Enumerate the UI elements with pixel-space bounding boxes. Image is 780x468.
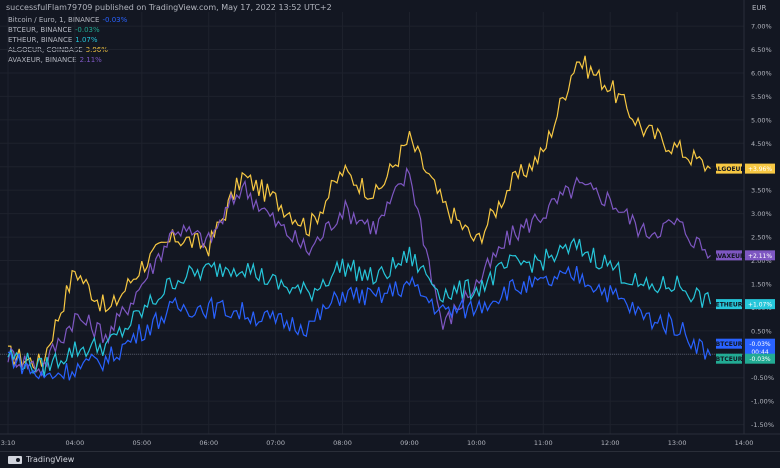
footer-bar: TradingView bbox=[0, 451, 780, 468]
legend-label: BTCEUR, BINANCE bbox=[8, 26, 72, 34]
tradingview-logo-icon bbox=[8, 455, 22, 464]
series-end-label[interactable]: AVAXEUR +2.11% bbox=[713, 250, 775, 261]
x-tick-label: 13:00 bbox=[668, 439, 687, 447]
series-name-tag bbox=[716, 299, 742, 310]
legend-label: ETHEUR, BINANCE bbox=[8, 36, 73, 44]
y-tick-label: 5.00% bbox=[751, 116, 772, 124]
y-tick-label: 7.00% bbox=[751, 23, 772, 31]
series-value-text: +1.07% bbox=[748, 302, 772, 309]
x-tick-label: 3:10 bbox=[1, 439, 16, 447]
y-tick-label: -0.50% bbox=[751, 374, 774, 382]
series-value-tag bbox=[745, 299, 775, 310]
series-line-algoeur bbox=[7, 55, 711, 372]
legend-label: Bitcoin / Euro, 1, BINANCE bbox=[8, 16, 100, 24]
legend-label: AVAXEUR, BINANCE bbox=[8, 56, 77, 64]
y-tick-label: 1.50% bbox=[751, 280, 772, 288]
currency-label: EUR bbox=[752, 4, 767, 12]
tradingview-logo[interactable]: TradingView bbox=[8, 455, 74, 464]
y-tick-label: 5.50% bbox=[751, 93, 772, 101]
y-tick-label: -1.50% bbox=[751, 421, 774, 429]
legend-change: -0.03% bbox=[102, 16, 128, 24]
series-name-text: BTCEUR bbox=[716, 341, 743, 348]
series-value-text: +2.11% bbox=[748, 253, 772, 260]
series-name-text: ETHEUR bbox=[716, 302, 743, 309]
series-value-tag bbox=[745, 338, 775, 357]
series-name-text: BTCEUR bbox=[716, 356, 743, 363]
price-axis-bg bbox=[744, 0, 780, 452]
series-line-btceur bbox=[7, 265, 712, 381]
series-value-tag bbox=[745, 163, 775, 174]
y-tick-label: 2.50% bbox=[751, 234, 772, 242]
series-end-label[interactable]: ALGOEUR +3.96% bbox=[713, 163, 775, 174]
x-tick-label: 04:00 bbox=[66, 439, 85, 447]
legend-row[interactable]: ETHEUR, BINANCE 1.07% bbox=[8, 35, 127, 45]
series-value-tag bbox=[745, 250, 775, 261]
series-line-avaxeur bbox=[7, 166, 711, 377]
x-tick-label: 08:00 bbox=[333, 439, 352, 447]
series-value-tag bbox=[745, 353, 775, 364]
series-end-label[interactable]: BTCEUR -0.03%00:44 bbox=[716, 338, 775, 357]
series-name-tag bbox=[716, 353, 742, 364]
tradingview-brand-text: TradingView bbox=[26, 455, 75, 464]
publish-attribution: successfulFlam79709 published on Trading… bbox=[6, 3, 332, 12]
series-name-tag bbox=[716, 250, 742, 261]
y-tick-label: 0.50% bbox=[751, 327, 772, 335]
series-countdown-text: 00:44 bbox=[751, 349, 768, 356]
legend-row[interactable]: Bitcoin / Euro, 1, BINANCE -0.03% bbox=[8, 15, 127, 25]
y-tick-label: 6.00% bbox=[751, 69, 772, 77]
x-tick-label: 10:00 bbox=[467, 439, 486, 447]
legend-change: 2.11% bbox=[79, 56, 102, 64]
y-tick-label: 3.50% bbox=[751, 187, 772, 195]
series-value-text: +3.96% bbox=[748, 166, 772, 173]
series-end-label[interactable]: BTCEUR -0.03% bbox=[716, 353, 775, 364]
y-tick-label: -1.00% bbox=[751, 398, 774, 406]
series-value-text: -0.03% bbox=[749, 341, 771, 348]
x-tick-label: 05:00 bbox=[132, 439, 151, 447]
x-tick-label: 07:00 bbox=[266, 439, 285, 447]
y-tick-label: 2.00% bbox=[751, 257, 772, 265]
x-tick-label: 09:00 bbox=[400, 439, 419, 447]
series-name-tag bbox=[716, 338, 742, 349]
series-line-etheur bbox=[7, 237, 712, 377]
series-value-text: -0.03% bbox=[749, 356, 771, 363]
x-tick-label: 14:00 bbox=[735, 439, 754, 447]
x-tick-label: 12:00 bbox=[601, 439, 620, 447]
legend-row[interactable]: BTCEUR, BINANCE -0.03% bbox=[8, 25, 127, 35]
legend-row[interactable]: AVAXEUR, BINANCE 2.11% bbox=[8, 55, 127, 65]
y-tick-label: 6.50% bbox=[751, 46, 772, 54]
x-tick-label: 11:00 bbox=[534, 439, 553, 447]
legend-change: -0.03% bbox=[74, 26, 100, 34]
y-tick-label: 3.00% bbox=[751, 210, 772, 218]
series-name-text: AVAXEUR bbox=[713, 253, 745, 260]
series-end-label[interactable]: ETHEUR +1.07% bbox=[716, 299, 775, 310]
series-name-text: ALGOEUR bbox=[713, 166, 745, 173]
legend-change: 1.07% bbox=[75, 36, 98, 44]
comparison-chart[interactable]: EUR7.00%6.50%6.00%5.50%5.00%4.50%4.00%3.… bbox=[0, 0, 780, 452]
x-tick-label: 06:00 bbox=[199, 439, 218, 447]
y-tick-label: 4.50% bbox=[751, 140, 772, 148]
series-name-tag bbox=[716, 163, 742, 174]
